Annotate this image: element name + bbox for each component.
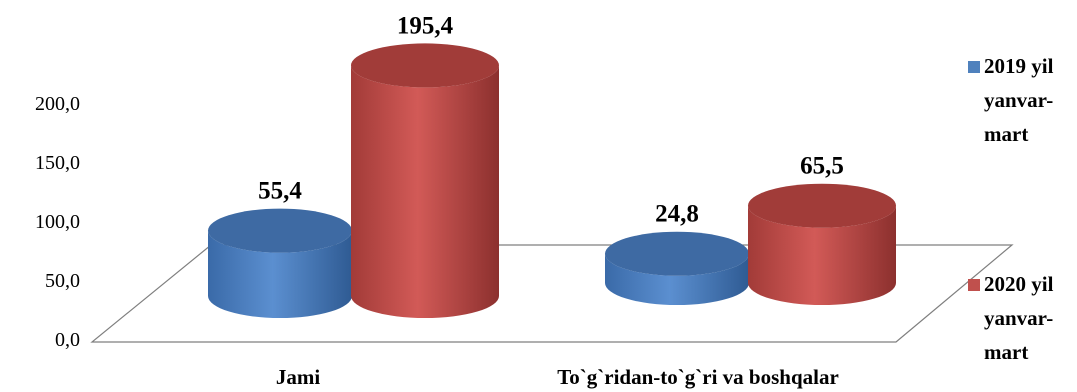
legend-item-2020: 2020 yil yanvar- mart bbox=[968, 272, 1054, 364]
bar-direct-2019-body bbox=[605, 253, 749, 305]
floor-plane bbox=[90, 244, 1014, 343]
y-tick-label-100: 100,0 bbox=[35, 211, 80, 233]
y-tick-label-200: 200,0 bbox=[35, 93, 80, 115]
legend: 2019 yil yanvar- mart 2020 yil yanvar- m… bbox=[968, 54, 1054, 364]
legend-swatch-2020 bbox=[968, 279, 980, 291]
data-label-direct-2020: 65,5 bbox=[800, 153, 844, 180]
bar-jami-2020 bbox=[351, 43, 499, 318]
legend-label-2020-line1: 2020 yil bbox=[984, 272, 1054, 296]
legend-label-2019-line1: 2019 yil bbox=[984, 54, 1054, 78]
legend-label-2019-line2: yanvar- bbox=[984, 88, 1053, 112]
y-axis: 200,0 150,0 100,0 50,0 0,0 bbox=[35, 93, 80, 351]
bar-direct-2020 bbox=[748, 183, 896, 305]
y-tick-label-150: 150,0 bbox=[35, 152, 80, 174]
bar-direct-2020-top bbox=[748, 183, 896, 228]
y-tick-label-0: 0,0 bbox=[55, 329, 80, 351]
data-label-direct-2019: 24,8 bbox=[655, 201, 699, 228]
bar-jami-2020-top bbox=[351, 43, 499, 88]
category-label-jami: Jami bbox=[276, 365, 320, 389]
legend-label-2019-line3: mart bbox=[984, 122, 1028, 146]
bar-jami-2020-body bbox=[351, 65, 499, 318]
bar-jami-2019-body bbox=[208, 230, 352, 318]
data-label-jami-2020: 195,4 bbox=[397, 12, 454, 39]
legend-label-2020-line2: yanvar- bbox=[984, 306, 1053, 330]
legend-item-2019: 2019 yil yanvar- mart bbox=[968, 54, 1054, 146]
bar-jami-2019-top bbox=[208, 208, 352, 253]
data-label-jami-2019: 55,4 bbox=[258, 178, 302, 205]
category-label-direct: To`g`ridan-to`g`ri va boshqalar bbox=[557, 365, 839, 389]
bar-direct-2020-body bbox=[748, 205, 896, 305]
bar-direct-2019-top bbox=[605, 231, 749, 276]
bar-jami-2019 bbox=[208, 208, 352, 318]
legend-label-2020-line3: mart bbox=[984, 340, 1028, 364]
legend-swatch-2019 bbox=[968, 61, 980, 73]
bar-direct-2019 bbox=[605, 231, 749, 305]
y-tick-label-50: 50,0 bbox=[45, 270, 80, 292]
